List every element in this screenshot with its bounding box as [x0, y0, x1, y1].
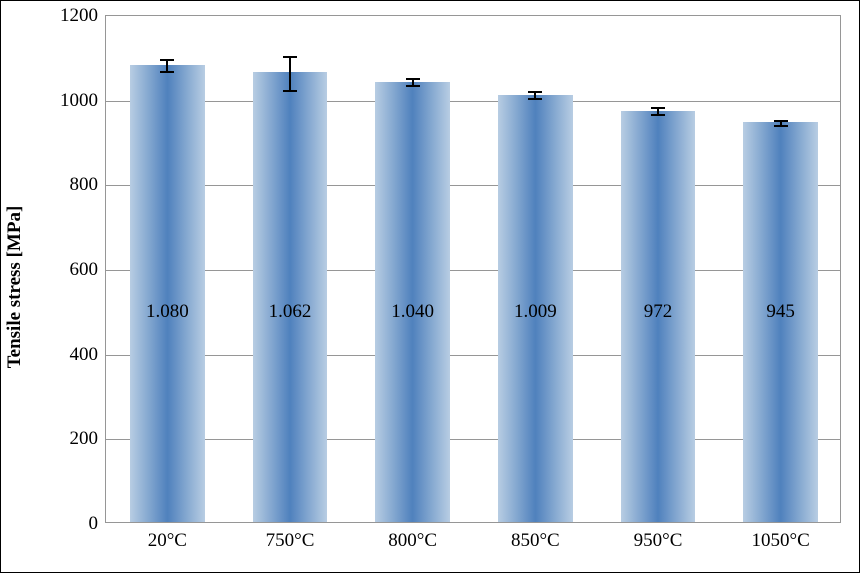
y-tick-label: 800: [70, 174, 107, 196]
y-axis-label-text: Tensile stress [MPa]: [4, 205, 26, 368]
y-tick-label: 600: [70, 259, 107, 281]
x-tick-label: 950°C: [634, 522, 683, 552]
errorbar-cap: [774, 125, 788, 127]
y-tick-label: 1000: [60, 90, 106, 112]
errorbar-cap: [160, 71, 174, 73]
gridline: [106, 270, 840, 271]
errorbar-cap: [283, 90, 297, 92]
errorbar-cap: [528, 98, 542, 100]
bar-value-label: 1.040: [391, 301, 434, 323]
errorbar-cap: [283, 56, 297, 58]
plot-area: 02004006008001000120020°C1.080750°C1.062…: [105, 15, 841, 523]
y-tick-label: 0: [89, 513, 107, 535]
chart-container: Tensile stress [MPa] 0200400600800100012…: [0, 0, 860, 573]
bar: [253, 72, 328, 522]
x-tick-label: 1050°C: [752, 522, 810, 552]
x-tick-label: 20°C: [148, 522, 187, 552]
errorbar-cap: [406, 78, 420, 80]
gridline: [106, 355, 840, 356]
errorbar-cap: [160, 59, 174, 61]
errorbar-cap: [528, 91, 542, 93]
x-tick-label: 800°C: [388, 522, 437, 552]
bar-value-label: 972: [644, 301, 673, 323]
bar-value-label: 945: [766, 301, 795, 323]
y-tick-label: 200: [70, 428, 107, 450]
x-tick-label: 750°C: [266, 522, 315, 552]
errorbar-cap: [774, 120, 788, 122]
bar-value-label: 1.009: [514, 301, 557, 323]
errorbar-cap: [406, 85, 420, 87]
gridline: [106, 439, 840, 440]
bar-value-label: 1.062: [269, 301, 312, 323]
x-tick-label: 850°C: [511, 522, 560, 552]
errorbar-line: [289, 57, 291, 91]
errorbar-cap: [651, 114, 665, 116]
errorbar-cap: [651, 107, 665, 109]
gridline: [106, 185, 840, 186]
y-tick-label: 1200: [60, 5, 106, 27]
y-axis-label: Tensile stress [MPa]: [4, 124, 26, 287]
gridline: [106, 101, 840, 102]
bar-value-label: 1.080: [146, 301, 189, 323]
y-tick-label: 400: [70, 344, 107, 366]
bar: [130, 65, 205, 522]
